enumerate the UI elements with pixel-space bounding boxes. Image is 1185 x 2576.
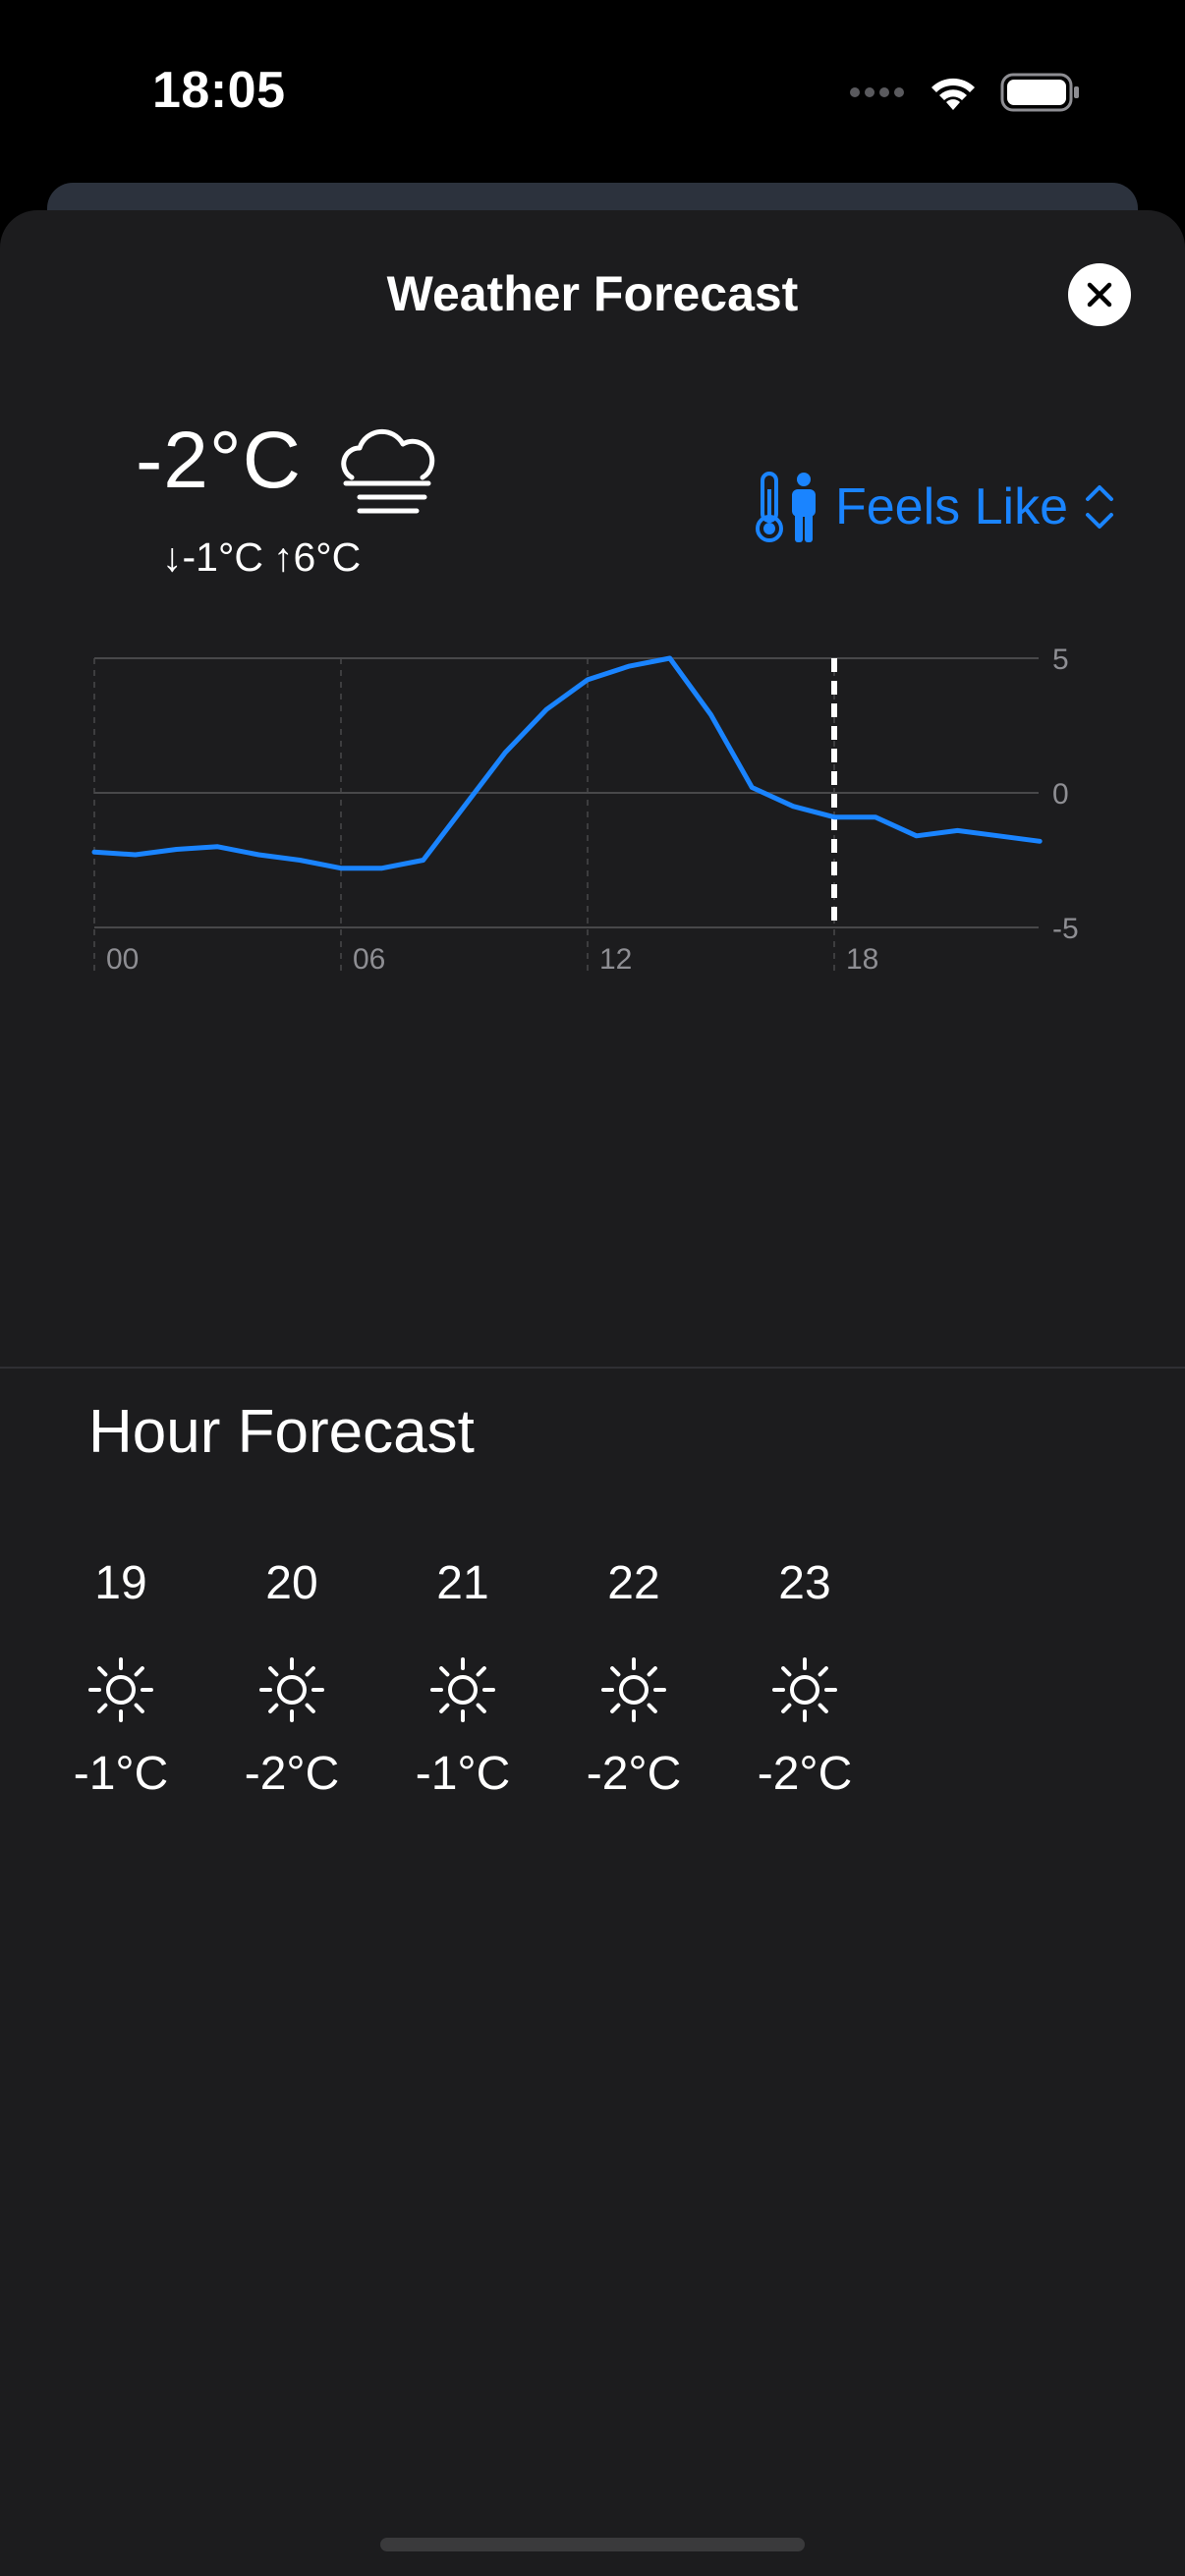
x-tick-label: 00 [106, 943, 139, 976]
fog-icon [341, 428, 435, 514]
xmark-icon [1087, 282, 1112, 308]
x-tick-label: 12 [599, 943, 632, 976]
close-button[interactable] [1068, 263, 1131, 326]
chevron-up-down-icon [1086, 485, 1113, 529]
hour-label: 19 [94, 1557, 147, 1609]
metric-selector-label: Feels Like [835, 478, 1068, 535]
forecast-sheet: Weather Forecast -2°C ↓-1°C ↑6°C [0, 210, 1185, 2576]
sun-icon [601, 1657, 666, 1722]
hour-temperature: -1°C [415, 1748, 511, 1800]
temperature-range: ↓-1°C ↑6°C [162, 534, 361, 581]
status-time: 18:05 [152, 62, 286, 119]
y-tick-label: 5 [1052, 644, 1069, 676]
x-tick-label: 18 [846, 943, 878, 976]
hour-temperature: -1°C [73, 1748, 169, 1800]
hour-forecast-list: 19 -1°C 20 -2°C 21 -1°C 22 -2°C 23 -2°C [0, 1556, 1185, 1851]
sun-icon [88, 1657, 153, 1722]
hour-label: 21 [436, 1557, 489, 1609]
sun-icon [430, 1657, 495, 1722]
current-temperature: -2°C [136, 416, 302, 505]
sheet-title: Weather Forecast [386, 266, 799, 321]
status-icons [849, 71, 1081, 114]
feels-like-chart: 5 0 -5 00 06 12 18 [91, 644, 1079, 977]
x-tick-label: 06 [353, 943, 385, 976]
hour-temperature: -2°C [757, 1748, 853, 1800]
metric-selector[interactable]: Feels Like [755, 468, 1119, 546]
sun-icon [259, 1657, 324, 1722]
thermometer-person-icon [756, 472, 816, 542]
sun-icon [772, 1657, 837, 1722]
hour-label: 23 [778, 1557, 831, 1609]
y-tick-label: -5 [1052, 913, 1079, 945]
hour-forecast-item: 20 -2°C [206, 1556, 377, 1801]
hour-forecast-item: 21 -1°C [377, 1556, 548, 1801]
high-temperature: ↑6°C [272, 534, 362, 580]
hour-label: 20 [265, 1557, 318, 1609]
hour-forecast-title: Hour Forecast [88, 1398, 475, 1466]
section-divider [0, 1367, 1185, 1369]
wifi-icon [931, 78, 975, 110]
y-tick-label: 0 [1052, 778, 1069, 811]
signal-dots-icon [850, 87, 904, 97]
hour-label: 22 [607, 1557, 660, 1609]
hour-temperature: -2°C [244, 1748, 340, 1800]
battery-icon [1000, 73, 1079, 112]
hour-forecast-item: 23 -2°C [719, 1556, 890, 1801]
hour-forecast-item: 19 -1°C [35, 1556, 206, 1801]
series-line [91, 655, 1043, 871]
hour-forecast-item: 22 -2°C [548, 1556, 719, 1801]
low-temperature: ↓-1°C [162, 534, 263, 580]
hour-temperature: -2°C [586, 1748, 682, 1800]
home-indicator [380, 2538, 805, 2551]
